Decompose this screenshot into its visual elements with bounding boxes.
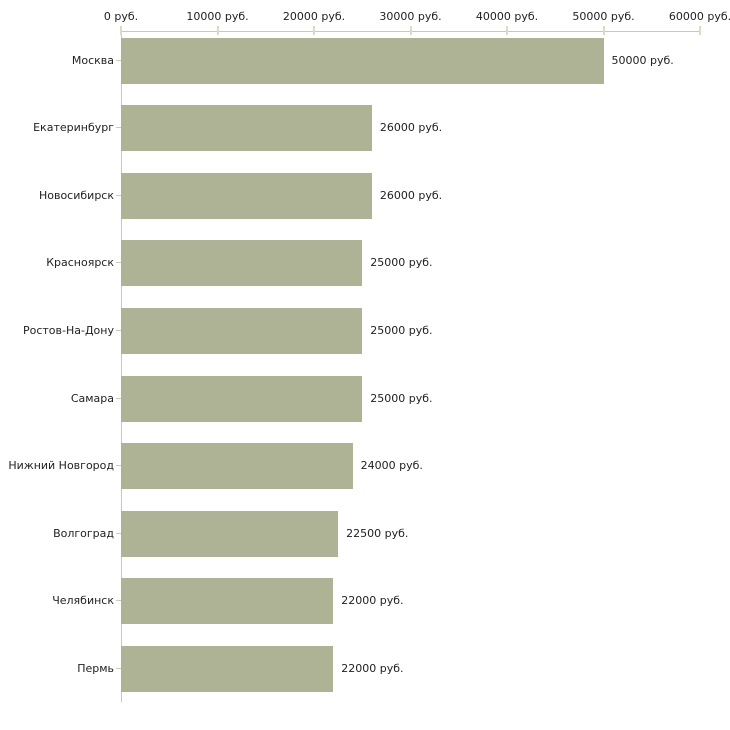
- bar-row: Ростов-На-Дону 25000 руб.: [0, 307, 730, 354]
- category-tick-mark: [116, 262, 121, 264]
- x-axis-tick-mark: [216, 26, 219, 35]
- category-label: Екатеринбург: [33, 121, 114, 135]
- category-label: Нижний Новгород: [8, 459, 114, 473]
- category-tick-mark: [116, 127, 121, 129]
- bar: [121, 172, 372, 219]
- category-label: Новосибирск: [38, 188, 114, 202]
- bar-row: Самара 25000 руб.: [0, 375, 730, 422]
- x-axis-tick-mark: [120, 26, 122, 35]
- x-axis-tick-label: 30000 руб.: [379, 10, 442, 23]
- bar-row: Екатеринбург 26000 руб.: [0, 105, 730, 152]
- x-axis-tick-label: 20000 руб.: [282, 10, 346, 23]
- bar-row: Новосибирск 26000 руб.: [0, 172, 730, 219]
- bar: [121, 645, 334, 692]
- category-tick-mark: [116, 532, 121, 534]
- bar: [121, 105, 372, 152]
- value-label: 25000 руб.: [370, 256, 433, 270]
- x-axis-tick-mark: [699, 26, 701, 35]
- category-tick-mark: [116, 59, 121, 61]
- bar: [121, 443, 353, 490]
- category-tick-mark: [116, 194, 121, 196]
- category-label: Пермь: [77, 661, 114, 675]
- value-label: 24000 руб.: [360, 459, 423, 473]
- category-label: Челябинск: [52, 594, 114, 608]
- value-label: 50000 руб.: [611, 53, 674, 67]
- bar: [121, 375, 363, 422]
- value-label: 22000 руб.: [341, 594, 404, 608]
- bar-row: Челябинск 22000 руб.: [0, 578, 730, 625]
- y-axis-line: [121, 31, 122, 702]
- category-tick-mark: [116, 329, 121, 331]
- x-axis-tick-label: 40000 руб.: [475, 10, 539, 23]
- bar-row: Красноярск 25000 руб.: [0, 240, 730, 287]
- x-axis-tick-mark: [409, 26, 412, 35]
- category-label: Самара: [70, 391, 114, 405]
- value-label: 26000 руб.: [379, 121, 443, 135]
- value-label: 22500 руб.: [346, 526, 409, 540]
- value-label: 26000 руб.: [379, 188, 443, 202]
- category-label: Красноярск: [46, 256, 114, 270]
- value-label: 25000 руб.: [370, 323, 433, 337]
- x-axis-tick-label: 60000 руб.: [668, 10, 730, 23]
- category-tick-mark: [116, 667, 121, 669]
- bar: [121, 37, 604, 84]
- bar: [121, 307, 363, 354]
- bar-row: Нижний Новгород 24000 руб.: [0, 443, 730, 490]
- bar-row: Пермь 22000 руб.: [0, 645, 730, 692]
- x-axis-tick-label: 50000 руб.: [572, 10, 635, 23]
- category-label: Волгоград: [53, 526, 114, 540]
- bar: [121, 240, 363, 287]
- value-label: 22000 руб.: [341, 661, 404, 675]
- bar-row: Волгоград 22500 руб.: [0, 510, 730, 557]
- bar: [121, 578, 334, 625]
- x-axis-tick-mark: [602, 26, 605, 35]
- value-label: 25000 руб.: [370, 391, 433, 405]
- x-axis-tick-label: 10000 руб.: [186, 10, 249, 23]
- category-tick-mark: [116, 397, 121, 399]
- bar-row: Москва 50000 руб.: [0, 37, 730, 84]
- x-axis-tick-mark: [313, 26, 315, 35]
- category-tick-mark: [116, 600, 121, 602]
- bar: [121, 510, 339, 557]
- x-axis-tick-label: 0 руб.: [103, 10, 139, 23]
- category-tick-mark: [116, 465, 121, 467]
- x-axis-tick-mark: [506, 26, 508, 35]
- category-label: Москва: [71, 53, 114, 67]
- category-label: Ростов-На-Дону: [22, 323, 114, 337]
